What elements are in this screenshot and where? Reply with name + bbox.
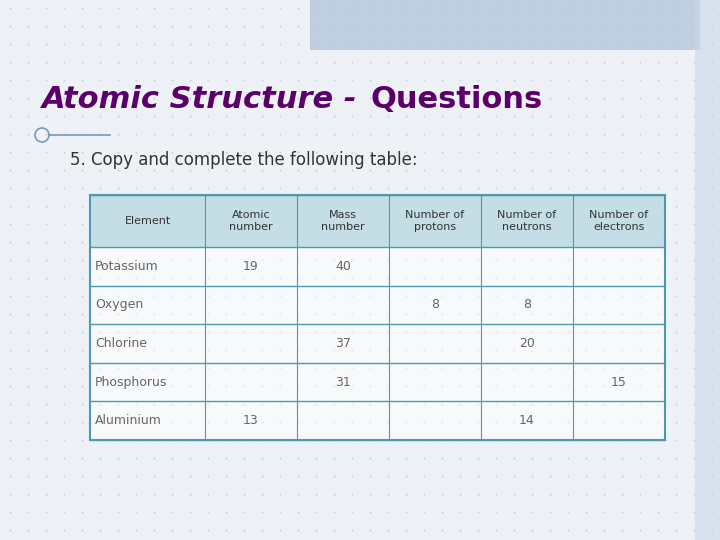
Text: 14: 14 <box>519 414 535 427</box>
Bar <box>90 247 665 286</box>
Text: Element: Element <box>125 216 171 226</box>
Text: 20: 20 <box>519 337 535 350</box>
Text: Number of
neutrons: Number of neutrons <box>498 210 557 232</box>
Text: Aluminium: Aluminium <box>95 414 162 427</box>
Text: 13: 13 <box>243 414 259 427</box>
Text: 8: 8 <box>431 299 439 312</box>
Text: Oxygen: Oxygen <box>95 299 143 312</box>
Text: 19: 19 <box>243 260 259 273</box>
Text: 5. Copy and complete the following table:: 5. Copy and complete the following table… <box>70 151 418 169</box>
Bar <box>90 363 665 401</box>
Text: Phosphorus: Phosphorus <box>95 376 167 389</box>
Text: Questions: Questions <box>370 85 542 114</box>
Text: Number of
electrons: Number of electrons <box>590 210 649 232</box>
Text: 37: 37 <box>335 337 351 350</box>
Text: 8: 8 <box>523 299 531 312</box>
Bar <box>310 0 700 50</box>
Text: Number of
protons: Number of protons <box>405 210 464 232</box>
Text: Potassium: Potassium <box>95 260 158 273</box>
Text: Mass
number: Mass number <box>321 210 365 232</box>
Text: 40: 40 <box>335 260 351 273</box>
Bar <box>90 195 665 247</box>
Text: 31: 31 <box>335 376 351 389</box>
Text: 15: 15 <box>611 376 627 389</box>
Text: Atomic
number: Atomic number <box>229 210 273 232</box>
Bar <box>90 286 665 324</box>
Bar <box>90 195 665 440</box>
Bar <box>695 0 720 540</box>
Text: Chlorine: Chlorine <box>95 337 147 350</box>
Bar <box>90 401 665 440</box>
Bar <box>90 324 665 363</box>
Text: Atomic Structure -: Atomic Structure - <box>42 85 368 114</box>
